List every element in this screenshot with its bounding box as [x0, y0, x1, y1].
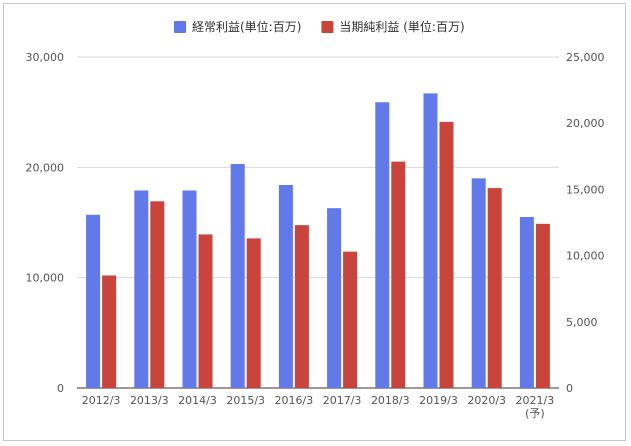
bar-net-profit [150, 201, 165, 388]
x-tick-label: 2013/3 [130, 394, 169, 407]
bar-net-profit [246, 238, 261, 388]
x-axis-labels: 2012/3 2013/3 2014/3 2015/3 2016/3 2017/3 2018… [82, 394, 555, 420]
bar-net-profit [102, 275, 117, 388]
x-tick-label: 2015/3 [226, 394, 265, 407]
x-tick-sublabel: (予) [525, 407, 545, 420]
legend-label: 当期純利益 (単位:百万) [339, 19, 464, 34]
bar-net-profit [535, 223, 550, 388]
bar-net-profit [343, 251, 358, 388]
x-tick-label: 2018/3 [371, 394, 410, 407]
legend: 経常利益(単位:百万) 当期純利益 (単位:百万) [174, 19, 465, 34]
bar-ordinary-profit [471, 178, 486, 388]
x-tick-label: 2014/3 [178, 394, 217, 407]
y-right-tick-label: 15,000 [566, 183, 605, 196]
legend-label: 経常利益(単位:百万) [192, 19, 301, 34]
y-left-tick-label: 10,000 [26, 272, 65, 285]
y-right-tick-label: 5,000 [566, 316, 598, 329]
x-tick-label: 2019/3 [419, 394, 458, 407]
x-tick-label: 2016/3 [275, 394, 314, 407]
left-axis-ticks: 0 10,000 20,000 30,000 [26, 51, 65, 395]
bar-ordinary-profit [327, 208, 342, 388]
bar-ordinary-profit [278, 184, 293, 388]
bar-ordinary-profit [182, 190, 197, 388]
y-right-tick-label: 20,000 [566, 117, 605, 130]
bar-ordinary-profit [134, 190, 149, 388]
right-axis-ticks: 0 5,000 10,000 15,000 20,000 25,000 [566, 51, 605, 395]
y-right-tick-label: 0 [566, 382, 573, 395]
y-right-tick-label: 25,000 [566, 51, 605, 64]
bar-ordinary-profit [230, 164, 245, 388]
bar-ordinary-profit [375, 102, 390, 388]
y-left-tick-label: 20,000 [26, 161, 65, 174]
x-tick-label: 2012/3 [82, 394, 121, 407]
y-left-tick-label: 0 [57, 382, 64, 395]
bar-net-profit [487, 188, 502, 388]
x-tick-label: 2021/3 [516, 394, 555, 407]
legend-swatch [321, 21, 334, 33]
x-tick-label: 2017/3 [323, 394, 362, 407]
bar-ordinary-profit [519, 216, 534, 388]
bar-net-profit [391, 161, 406, 388]
bar-net-profit [294, 225, 309, 388]
x-tick-label: 2020/3 [467, 394, 506, 407]
bar-ordinary-profit [423, 93, 438, 388]
legend-swatch [174, 21, 186, 33]
bar-net-profit [198, 234, 213, 388]
gridlines [77, 56, 559, 389]
bar-net-profit [439, 121, 454, 388]
bar-ordinary-profit [86, 214, 101, 388]
y-right-tick-label: 10,000 [566, 250, 605, 263]
bars [86, 93, 550, 388]
y-left-tick-label: 30,000 [26, 51, 65, 64]
